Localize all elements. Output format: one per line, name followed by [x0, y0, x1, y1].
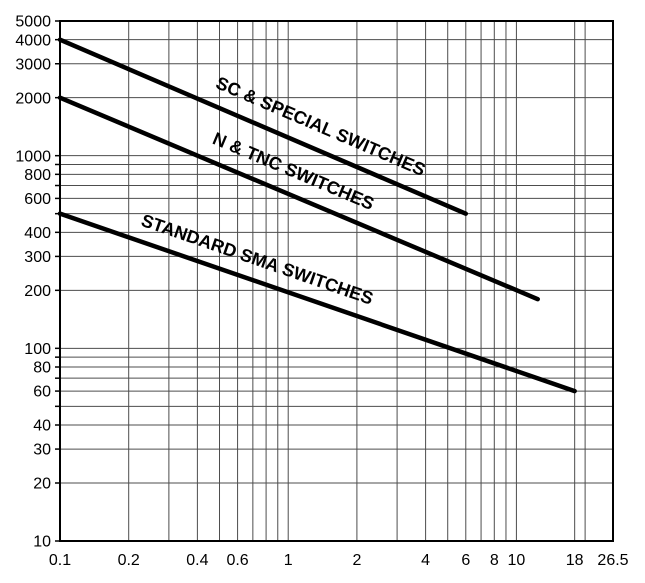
series-line: [57, 37, 469, 216]
y-tick-label: 400: [24, 225, 51, 242]
y-tick-label: 40: [33, 418, 51, 435]
x-tick-label: 0.2: [118, 552, 140, 569]
y-tick-label: 80: [33, 360, 51, 377]
x-tick-label: 4: [421, 552, 430, 569]
y-tick-label: 200: [24, 283, 51, 300]
y-tick-label: 5000: [15, 14, 51, 31]
y-tick-label: 30: [33, 442, 51, 459]
y-tick-label: 100: [24, 341, 51, 358]
y-tick-label: 300: [24, 249, 51, 266]
y-tick-label: 600: [24, 191, 51, 208]
x-tick-label: 0.4: [186, 552, 208, 569]
x-tick-label: 10: [508, 552, 526, 569]
x-tick-label: 18: [566, 552, 584, 569]
plot-border: [59, 20, 614, 542]
series-line: [57, 211, 577, 394]
x-tick-label: 1: [284, 552, 293, 569]
x-tick-label: 26.5: [597, 552, 628, 569]
series-line: [57, 95, 540, 302]
y-tick-label: 3000: [15, 56, 51, 73]
x-tick-label: 2: [352, 552, 361, 569]
y-tick-label: 20: [33, 476, 51, 493]
y-tick-label: 60: [33, 384, 51, 401]
y-tick-label: 800: [24, 167, 51, 184]
x-tick-label: 8: [490, 552, 499, 569]
y-tick-label: 4000: [15, 32, 51, 49]
x-tick-label: 0.6: [226, 552, 248, 569]
x-tick-label: 6: [461, 552, 470, 569]
y-tick-label: 1000: [15, 148, 51, 165]
y-tick-label: 2000: [15, 90, 51, 107]
x-tick-label: 0.1: [49, 552, 71, 569]
y-tick-label: 10: [33, 534, 51, 551]
